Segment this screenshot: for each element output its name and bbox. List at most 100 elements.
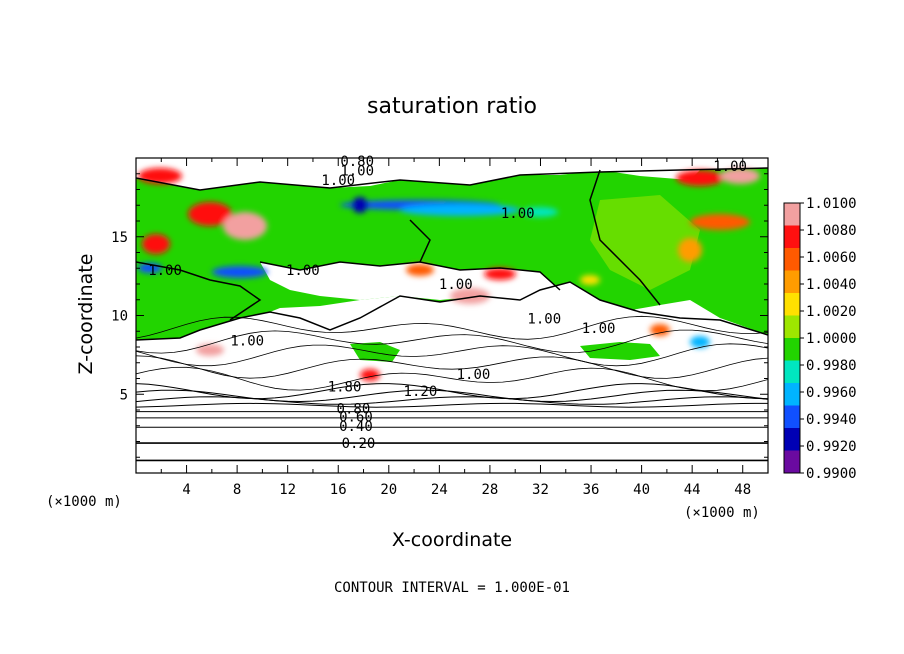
contour-label: 1.20 bbox=[404, 384, 438, 400]
contour-lines bbox=[136, 315, 768, 462]
contour-label: 1.00 bbox=[230, 334, 264, 350]
colorbar-label: 0.9900 bbox=[806, 466, 857, 482]
colorbar-swatch bbox=[784, 225, 800, 249]
y-axis-unit: (×1000 m) bbox=[46, 494, 122, 510]
colorbar-swatch bbox=[784, 428, 800, 451]
pocket-pink bbox=[720, 168, 760, 184]
field-region-green-patch bbox=[350, 342, 400, 362]
field-region-lightgreen bbox=[590, 195, 700, 290]
x-tick-label: 44 bbox=[684, 482, 701, 498]
y-axis: 5 10 15 bbox=[111, 173, 768, 458]
x-tick-label: 32 bbox=[532, 482, 549, 498]
pocket-red bbox=[676, 170, 724, 186]
contour-1.00 bbox=[136, 261, 262, 321]
pocket-orange bbox=[690, 214, 750, 230]
colorbar-swatch bbox=[784, 293, 800, 316]
contour-label: 1.00 bbox=[527, 312, 561, 328]
colorbar-swatch bbox=[784, 360, 800, 384]
colorbar-swatch bbox=[784, 248, 800, 271]
pocket-pink bbox=[196, 344, 224, 356]
colorbar-label: 1.0040 bbox=[806, 277, 857, 293]
contour-label: 1.00 bbox=[148, 263, 182, 279]
contour-label: 0.80 bbox=[340, 154, 374, 170]
colorbar-label: 1.0060 bbox=[806, 250, 857, 266]
colorbar-label: 1.0080 bbox=[806, 223, 857, 239]
colorbar-swatch bbox=[784, 450, 800, 474]
contour-line bbox=[136, 383, 768, 400]
contour-labels: 0.200.400.600.801.201.801.001.001.001.00… bbox=[148, 154, 747, 452]
contour-line bbox=[136, 329, 768, 354]
contour-label: 0.80 bbox=[337, 401, 371, 417]
saturation-field bbox=[136, 158, 768, 473]
x-tick-label: 20 bbox=[380, 482, 397, 498]
colorbar-swatch bbox=[784, 203, 800, 226]
pocket-cyan bbox=[690, 336, 710, 348]
contour-line bbox=[136, 366, 768, 392]
pocket-orange bbox=[650, 324, 670, 336]
pocket-cyan bbox=[522, 207, 558, 217]
y-tick-label: 10 bbox=[111, 309, 128, 325]
contour-label: 1.00 bbox=[582, 321, 616, 337]
colorbar-swatch bbox=[784, 270, 800, 294]
colorbar-label: 1.0000 bbox=[806, 331, 857, 347]
contour-label: 1.00 bbox=[501, 206, 535, 222]
pocket-yellow bbox=[580, 275, 600, 285]
pocket-red bbox=[484, 268, 516, 280]
x-tick-label: 24 bbox=[431, 482, 448, 498]
pocket-pink bbox=[223, 212, 267, 240]
contour-1.00 bbox=[136, 281, 768, 341]
contour-label: 1.80 bbox=[328, 379, 362, 395]
contour-1.00 bbox=[409, 219, 431, 263]
x-axis-label: X-coordinate bbox=[392, 529, 512, 551]
y-tick-label: 5 bbox=[120, 387, 128, 403]
colorbar-label: 1.0100 bbox=[806, 196, 857, 212]
x-tick-label: 12 bbox=[279, 482, 296, 498]
contour-line bbox=[136, 402, 768, 408]
chart-title: saturation ratio bbox=[367, 94, 537, 119]
contour-label: 1.00 bbox=[439, 277, 473, 293]
x-tick-label: 28 bbox=[481, 482, 498, 498]
contour-label: 0.40 bbox=[339, 419, 373, 435]
contour-line bbox=[136, 355, 768, 379]
colorbar-label: 1.0020 bbox=[806, 304, 857, 320]
field-region-white-lower bbox=[136, 282, 768, 473]
colorbar: 1.0100 1.0080 1.0060 1.0040 1.0020 1.0000 0.99… bbox=[783, 196, 857, 482]
contour-interval-note: CONTOUR INTERVAL = 1.000E-01 bbox=[334, 580, 570, 596]
pocket-cyan bbox=[400, 204, 520, 216]
contour-1.00-outlines bbox=[136, 167, 768, 341]
y-axis-label: Z-coordinate bbox=[75, 254, 97, 375]
contour-label: 1.00 bbox=[340, 164, 374, 180]
colorbar-label: 0.9940 bbox=[806, 412, 857, 428]
colorbar-label: 0.9960 bbox=[806, 385, 857, 401]
colorbar-label: 0.9920 bbox=[806, 439, 857, 455]
pocket-red bbox=[138, 168, 182, 184]
x-axis: 4 8 12 16 20 24 28 32 36 40 44 48 bbox=[160, 158, 751, 498]
x-axis-unit: (×1000 m) bbox=[684, 505, 760, 521]
contour-label: 0.20 bbox=[342, 436, 376, 452]
x-tick-label: 4 bbox=[182, 482, 190, 498]
pocket-red bbox=[142, 234, 170, 254]
pocket-pink bbox=[450, 288, 490, 304]
colorbar-swatch bbox=[784, 383, 800, 406]
contour-label: 1.00 bbox=[713, 159, 747, 175]
pocket-blue bbox=[212, 266, 268, 278]
contour-line bbox=[136, 343, 768, 367]
x-tick-label: 16 bbox=[330, 482, 347, 498]
x-tick-label: 8 bbox=[233, 482, 241, 498]
colorbar-label: 0.9980 bbox=[806, 358, 857, 374]
pocket-navy bbox=[352, 197, 368, 213]
contour-label: 1.00 bbox=[321, 173, 355, 189]
contour-label: 0.60 bbox=[339, 409, 373, 425]
colorbar-swatch bbox=[784, 405, 800, 429]
pocket-orange bbox=[406, 264, 434, 276]
y-tick-label: 15 bbox=[111, 230, 128, 246]
colorbar-swatch bbox=[784, 315, 800, 339]
field-region-green-patch2 bbox=[580, 342, 660, 360]
pocket-red bbox=[188, 202, 232, 226]
contour-label: 1.00 bbox=[286, 263, 320, 279]
contour-1.00 bbox=[589, 169, 661, 306]
x-tick-label: 36 bbox=[583, 482, 600, 498]
colorbar-swatch bbox=[784, 338, 800, 361]
field-region-white-band bbox=[260, 262, 560, 300]
